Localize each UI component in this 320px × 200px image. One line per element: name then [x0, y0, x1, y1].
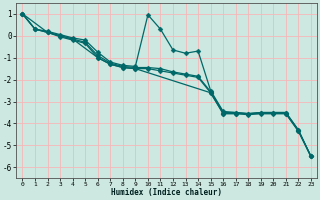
X-axis label: Humidex (Indice chaleur): Humidex (Indice chaleur) [111, 188, 222, 197]
